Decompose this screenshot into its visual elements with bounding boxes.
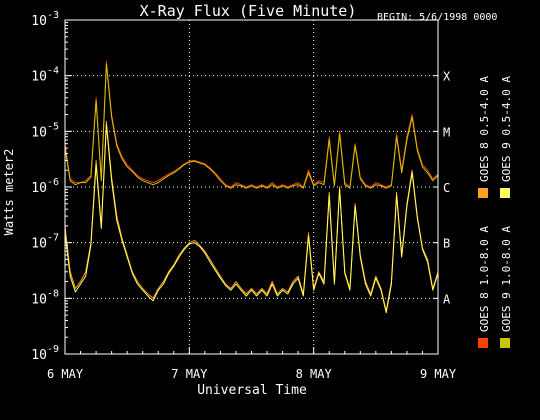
axes: 10-9 10-8 10-7 10-6 10-5 10-4 10-3 A B C M X 6 MAY 7 … (31, 10, 457, 381)
y-tick-label: 10-7 (31, 233, 59, 252)
x-tick-label: 8 MAY (296, 367, 333, 381)
begin-date-label: BEGIN: 5/6/1998 0000 (377, 12, 497, 23)
series-line-1 (64, 61, 439, 188)
flare-class-label: A (443, 292, 451, 306)
y-axis-label: Watts meter2 (2, 149, 16, 236)
legend-label: GOES 8 0.5-4.0 A (478, 76, 491, 182)
flare-class-label: X (443, 70, 451, 84)
y-tick-label: 10-8 (31, 288, 59, 307)
legend-label: GOES 9 1.0-8.0 A (500, 226, 513, 332)
legend-swatch (478, 338, 488, 348)
x-tick-label: 6 MAY (47, 367, 84, 381)
series-line-2 (64, 121, 439, 312)
legend: GOES 8 1.0-8.0 A GOES 8 0.5-4.0 A GOES 9 1… (478, 76, 513, 348)
legend-label: GOES 9 0.5-4.0 A (500, 76, 513, 182)
series-layer (64, 61, 439, 314)
y-tick-label: 10-6 (31, 177, 59, 196)
y-tick-label: 10-3 (31, 10, 59, 29)
y-tick-label: 10-9 (31, 344, 59, 363)
flare-class-label: M (443, 125, 450, 139)
y-tick-label: 10-5 (31, 121, 59, 140)
x-axis-label: Universal Time (197, 383, 307, 398)
series-line-3 (64, 63, 439, 189)
x-tick-label: 9 MAY (420, 367, 457, 381)
y-tick-label: 10-4 (31, 66, 59, 85)
series-line-4 (64, 124, 439, 314)
flare-class-label: B (443, 237, 450, 251)
legend-swatch (478, 188, 488, 198)
chart-title: X-Ray Flux (Five Minute) (140, 2, 357, 20)
legend-label: GOES 8 1.0-8.0 A (478, 226, 491, 332)
legend-swatch (500, 338, 510, 348)
x-tick-label: 7 MAY (171, 367, 208, 381)
flare-class-label: C (443, 181, 450, 195)
legend-swatch (500, 188, 510, 198)
